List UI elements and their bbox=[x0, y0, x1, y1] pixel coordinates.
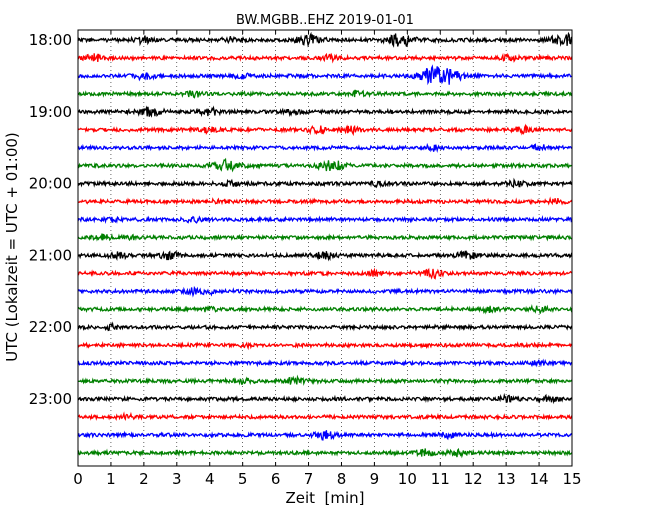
trace-2145 bbox=[77, 304, 573, 315]
trace-1800 bbox=[77, 31, 573, 48]
trace-1900 bbox=[77, 105, 573, 118]
trace-2015 bbox=[77, 196, 573, 206]
trace-2300 bbox=[77, 392, 573, 405]
x-tick-label: 2 bbox=[139, 470, 149, 488]
x-tick-label: 13 bbox=[497, 470, 516, 488]
trace-2100 bbox=[77, 249, 573, 262]
y-tick-label: 20:00 bbox=[29, 175, 72, 193]
trace-2230 bbox=[77, 358, 573, 368]
trace-1815 bbox=[77, 52, 573, 64]
x-tick-label: 10 bbox=[398, 470, 417, 488]
x-tick-label: 4 bbox=[205, 470, 215, 488]
x-tick-label: 15 bbox=[562, 470, 581, 488]
seismic-traces bbox=[77, 31, 573, 459]
x-axis-ticks: 0 1 2 3 4 5 6 7 8 9 10 11 12 13 14 15 bbox=[73, 30, 582, 488]
y-tick-label: 19:00 bbox=[29, 103, 72, 121]
plot-frame bbox=[77, 29, 573, 467]
y-axis-label: UTC (Lokalzeit = UTC + 01:00) bbox=[3, 132, 21, 362]
trace-1845 bbox=[77, 89, 573, 99]
y-tick-label: 21:00 bbox=[29, 246, 72, 264]
x-tick-label: 11 bbox=[431, 470, 450, 488]
trace-2045 bbox=[77, 233, 573, 242]
x-tick-label: 0 bbox=[73, 470, 83, 488]
x-tick-label: 12 bbox=[464, 470, 483, 488]
trace-1915 bbox=[77, 123, 573, 137]
x-tick-label: 14 bbox=[530, 470, 549, 488]
trace-2030 bbox=[77, 215, 573, 225]
x-tick-label: 7 bbox=[304, 470, 314, 488]
y-axis-ticks: 18:00 19:00 20:00 21:00 22:00 23:00 bbox=[29, 31, 572, 408]
x-tick-label: 5 bbox=[238, 470, 248, 488]
trace-2315 bbox=[77, 411, 573, 422]
x-tick-label: 3 bbox=[172, 470, 182, 488]
y-tick-label: 22:00 bbox=[29, 318, 72, 336]
x-tick-label: 6 bbox=[271, 470, 281, 488]
trace-2115 bbox=[77, 267, 573, 280]
trace-2245 bbox=[78, 374, 573, 387]
trace-2200 bbox=[77, 321, 573, 332]
y-tick-label: 18:00 bbox=[29, 31, 72, 49]
trace-2345 bbox=[77, 447, 573, 459]
y-tick-label: 23:00 bbox=[29, 390, 72, 408]
x-tick-label: 9 bbox=[370, 470, 380, 488]
trace-1830 bbox=[77, 64, 573, 86]
trace-2130 bbox=[77, 285, 573, 298]
trace-2000 bbox=[77, 177, 573, 189]
x-tick-label: 1 bbox=[106, 470, 116, 488]
trace-2215 bbox=[77, 341, 573, 351]
trace-1945 bbox=[77, 157, 573, 173]
x-tick-label: 8 bbox=[337, 470, 347, 488]
x-axis-label: Zeit [min] bbox=[285, 489, 364, 507]
trace-2330 bbox=[77, 430, 573, 441]
trace-1930 bbox=[77, 142, 573, 153]
vertical-grid bbox=[110, 30, 540, 466]
chart-title: BW.MGBB..EHZ 2019-01-01 bbox=[236, 13, 414, 28]
